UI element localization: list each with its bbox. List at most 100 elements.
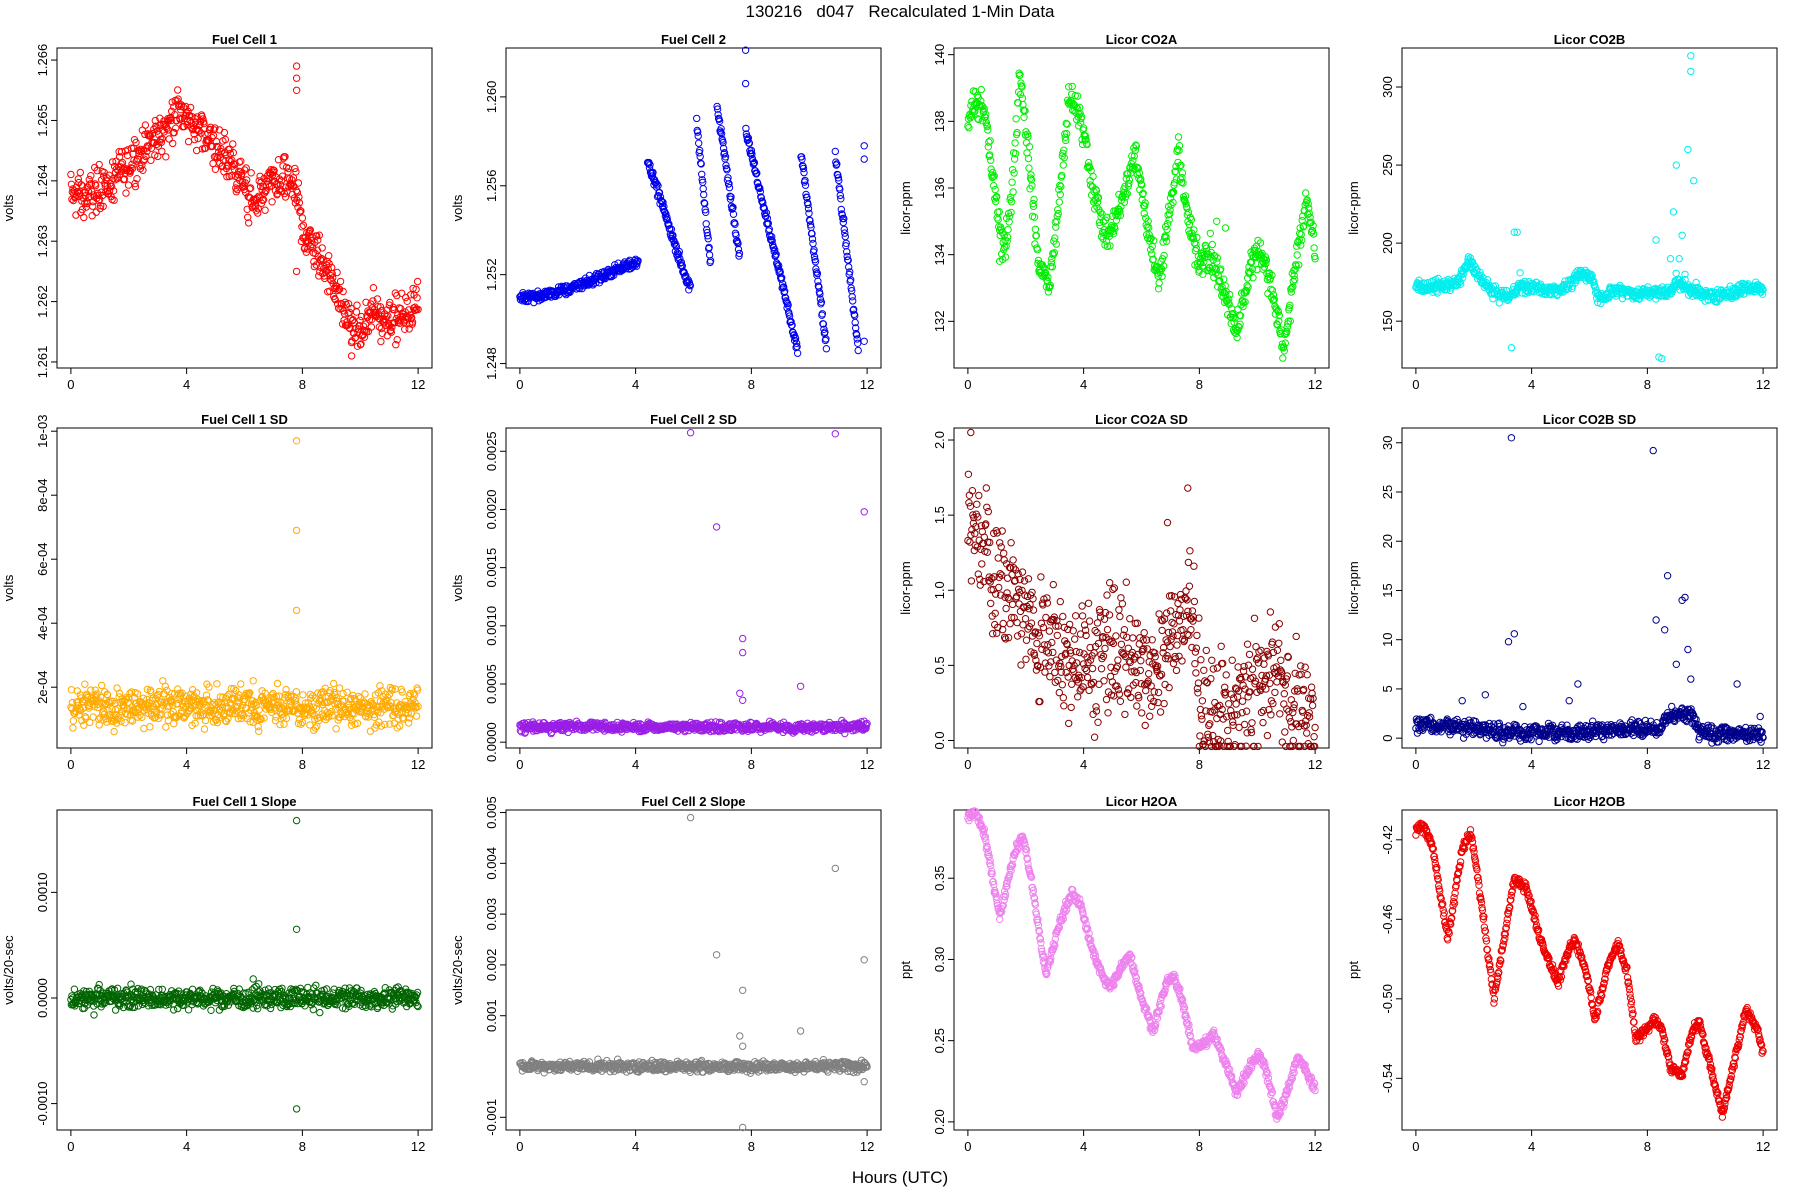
data-point <box>1020 113 1028 122</box>
y-tick-label: 1.263 <box>35 225 50 258</box>
data-point <box>1174 599 1182 608</box>
data-point <box>1022 655 1030 663</box>
data-point <box>109 174 117 183</box>
data-point <box>1429 288 1437 296</box>
data-point <box>1170 179 1179 187</box>
data-point <box>852 324 860 332</box>
data-point <box>980 105 988 113</box>
data-point <box>1257 646 1265 655</box>
data-point <box>190 135 199 144</box>
data-point <box>184 107 192 116</box>
data-point <box>747 149 755 157</box>
data-point <box>1193 233 1201 242</box>
data-point <box>860 142 868 150</box>
data-point <box>1094 193 1103 202</box>
data-point <box>1138 709 1146 717</box>
data-point <box>1024 154 1033 163</box>
data-point <box>1233 333 1241 342</box>
data-point <box>1175 142 1184 150</box>
data-point <box>974 115 982 123</box>
data-point <box>176 115 184 124</box>
y-axis-label: licor-ppm <box>898 181 913 234</box>
data-point <box>1240 662 1248 671</box>
data-point <box>133 175 141 183</box>
data-point <box>996 257 1004 265</box>
chart-title: Licor CO2A SD <box>1095 412 1188 427</box>
data-point <box>1289 708 1297 717</box>
data-point <box>1207 675 1215 683</box>
data-point <box>68 698 77 707</box>
chart-title: Fuel Cell 1 SD <box>201 412 288 427</box>
data-point <box>370 713 379 721</box>
data-point <box>1280 347 1289 355</box>
data-point <box>95 721 103 729</box>
data-point <box>1078 140 1087 149</box>
data-point <box>717 125 725 133</box>
data-point <box>246 718 254 726</box>
data-point <box>227 684 236 693</box>
data-point <box>1194 689 1202 697</box>
data-point <box>284 168 292 176</box>
data-point <box>1293 251 1301 259</box>
data-point <box>1046 281 1055 290</box>
data-point <box>234 702 242 711</box>
data-point <box>530 298 538 307</box>
data-point <box>1130 152 1139 160</box>
data-point <box>1308 227 1317 235</box>
data-point <box>1029 202 1038 211</box>
data-point <box>278 187 286 195</box>
data-point <box>1068 680 1076 688</box>
data-point <box>1082 136 1090 144</box>
data-point <box>386 720 394 728</box>
data-point <box>705 251 714 259</box>
data-point <box>1675 255 1683 263</box>
data-point <box>83 690 91 698</box>
data-point <box>110 727 118 736</box>
data-point <box>986 151 994 159</box>
data-point <box>739 648 747 657</box>
data-point <box>1275 311 1284 320</box>
data-point <box>237 680 245 688</box>
data-point <box>361 690 369 698</box>
data-point <box>85 175 94 184</box>
data-point <box>1018 83 1026 91</box>
data-point <box>1128 152 1136 160</box>
data-point <box>306 721 314 729</box>
data-point <box>122 189 130 197</box>
data-point <box>815 283 823 291</box>
data-point <box>1116 612 1124 621</box>
data-point <box>117 148 126 156</box>
data-point <box>197 708 205 716</box>
data-point <box>1310 244 1318 252</box>
data-point <box>141 130 149 139</box>
data-point <box>107 182 116 191</box>
data-point <box>999 619 1007 628</box>
data-point <box>243 176 251 184</box>
x-tick-label: 4 <box>1080 377 1087 392</box>
chart-title: Fuel Cell 2 <box>661 32 726 47</box>
data-point <box>1564 284 1573 293</box>
data-point <box>1049 580 1058 589</box>
data-point <box>82 714 90 722</box>
data-point <box>1245 650 1254 659</box>
data-point <box>841 229 849 237</box>
data-point <box>292 74 301 82</box>
data-point <box>1521 277 1529 286</box>
data-point <box>1018 94 1027 103</box>
data-point <box>151 116 160 125</box>
data-point <box>391 318 399 327</box>
data-point <box>997 225 1005 233</box>
data-point <box>735 252 743 260</box>
data-point <box>696 152 704 161</box>
data-point <box>1008 166 1017 174</box>
data-point <box>1166 206 1174 214</box>
data-point <box>247 184 255 192</box>
data-point <box>705 243 713 252</box>
data-point <box>853 331 861 339</box>
data-point <box>279 713 287 721</box>
data-point <box>1193 631 1201 640</box>
data-point <box>405 719 413 727</box>
data-point <box>1010 169 1018 177</box>
data-point <box>655 188 664 197</box>
data-point <box>108 705 116 713</box>
